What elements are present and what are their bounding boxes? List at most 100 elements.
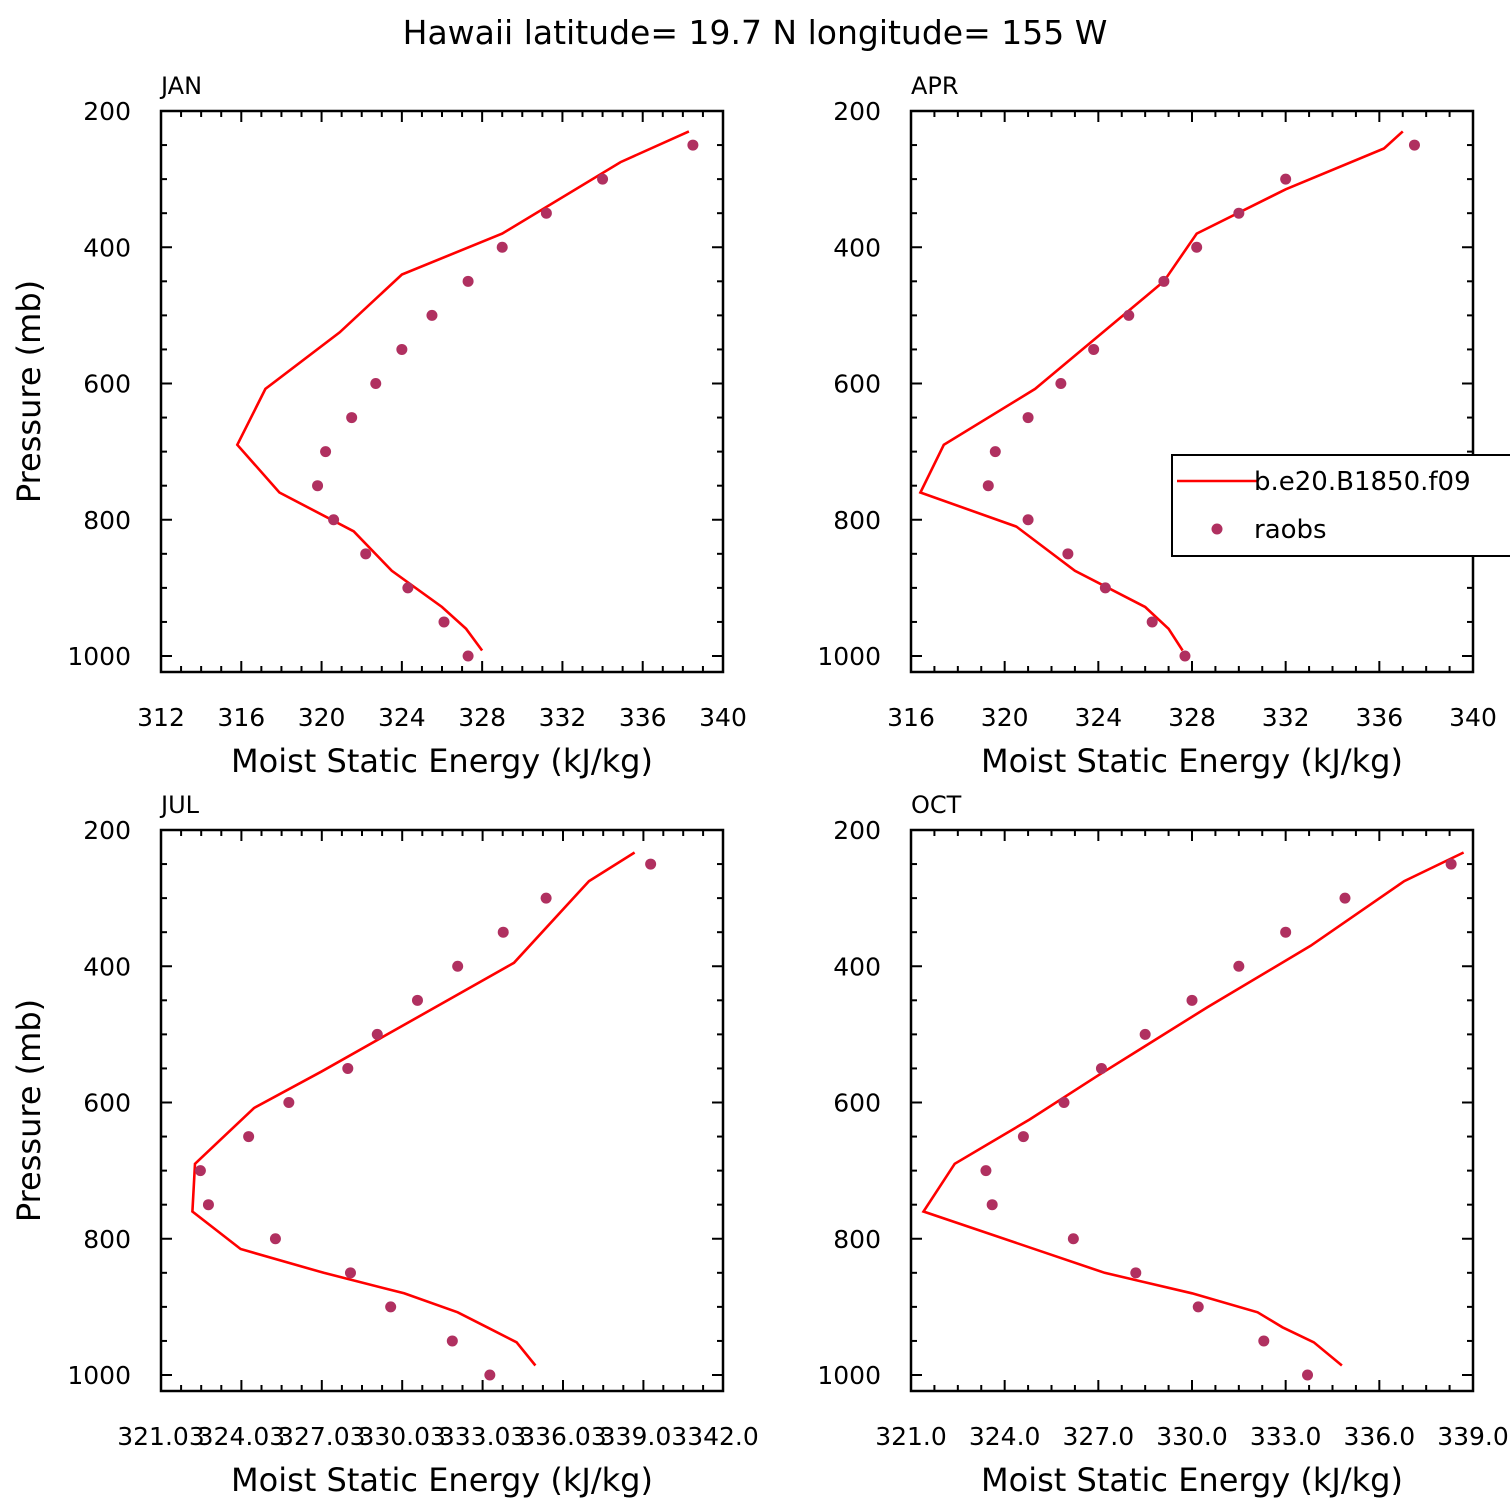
data-point-raobs bbox=[452, 960, 464, 972]
y-tick-label: 200 bbox=[833, 97, 881, 126]
y-tick-label: 1000 bbox=[817, 1361, 881, 1390]
data-point-raobs bbox=[396, 343, 408, 355]
x-tick-label: 333.0 bbox=[1250, 1422, 1322, 1451]
data-point-raobs bbox=[496, 241, 508, 253]
data-point-raobs bbox=[1258, 1335, 1270, 1347]
y-tick-label: 400 bbox=[833, 233, 881, 262]
y-tick-label: 600 bbox=[833, 1089, 881, 1118]
x-tick-label: 324.0 bbox=[969, 1422, 1041, 1451]
x-tick-label: 324 bbox=[378, 703, 426, 732]
data-point-raobs bbox=[1191, 241, 1203, 253]
legend-label-model: b.e20.B1850.f09 bbox=[1254, 467, 1471, 497]
y-tick-label: 1000 bbox=[67, 1361, 131, 1390]
plot-frame bbox=[909, 828, 1475, 1393]
x-tick-label: 330.03 bbox=[358, 1422, 445, 1451]
data-point-raobs bbox=[342, 1062, 354, 1074]
y-tick-label: 800 bbox=[83, 1225, 131, 1254]
x-tick-label: 328 bbox=[458, 703, 506, 732]
chart-panel-apr: 316 320 324 328 332 336 340 200 400 600 800 1000 APR… bbox=[817, 72, 1496, 780]
y-tick-label: 1000 bbox=[817, 642, 881, 671]
data-point-raobs bbox=[1192, 1301, 1204, 1313]
x-tick-label: 330.0 bbox=[1156, 1422, 1228, 1451]
data-point-raobs bbox=[462, 650, 474, 662]
data-point-raobs bbox=[312, 480, 324, 492]
x-tick-label: 316 bbox=[217, 703, 265, 732]
x-tick-label: 327.03 bbox=[278, 1422, 365, 1451]
data-point-raobs bbox=[1130, 1267, 1142, 1279]
data-point-raobs bbox=[194, 1165, 206, 1177]
data-point-raobs bbox=[1062, 548, 1074, 560]
data-point-raobs bbox=[1302, 1369, 1314, 1381]
y-tick-label: 1000 bbox=[67, 642, 131, 671]
series-line-model bbox=[918, 130, 1404, 652]
y-tick-label: 600 bbox=[83, 1089, 131, 1118]
x-tick-label: 321.03 bbox=[117, 1422, 204, 1451]
legend-box bbox=[1171, 454, 1510, 557]
data-point-raobs bbox=[1233, 207, 1245, 219]
x-axis-label: Moist Static Energy (kJ/kg) bbox=[981, 742, 1403, 780]
x-tick-label: 327.0 bbox=[1063, 1422, 1135, 1451]
data-point-raobs bbox=[344, 1267, 356, 1279]
data-point-raobs bbox=[1179, 650, 1191, 662]
y-tick-label: 200 bbox=[83, 816, 131, 845]
y-tick-label: 400 bbox=[833, 952, 881, 981]
data-point-raobs bbox=[1022, 412, 1034, 424]
x-tick-label: 342.0 bbox=[687, 1422, 759, 1451]
series-line-model bbox=[921, 851, 1465, 1367]
data-point-raobs bbox=[1017, 1131, 1029, 1143]
data-point-raobs bbox=[320, 446, 332, 458]
data-point-raobs bbox=[202, 1199, 214, 1211]
data-point-raobs bbox=[980, 1165, 992, 1177]
data-point-raobs bbox=[1186, 994, 1198, 1006]
x-tick-label: 336.0 bbox=[1344, 1422, 1416, 1451]
plot-frame bbox=[909, 109, 1475, 674]
panel-label: JAN bbox=[159, 72, 202, 100]
data-point-raobs bbox=[1280, 173, 1292, 185]
data-point-raobs bbox=[243, 1131, 255, 1143]
data-point-raobs bbox=[1055, 378, 1067, 389]
x-tick-label: 336 bbox=[1355, 703, 1403, 732]
x-tick-label: 324.03 bbox=[198, 1422, 285, 1451]
x-tick-label: 336.03 bbox=[519, 1422, 606, 1451]
y-tick-label: 600 bbox=[83, 370, 131, 399]
data-point-raobs bbox=[540, 207, 552, 219]
data-point-raobs bbox=[989, 446, 1001, 458]
legend-marker-swatch bbox=[1211, 523, 1223, 535]
x-tick-label: 333.03 bbox=[439, 1422, 526, 1451]
x-axis-label: Moist Static Energy (kJ/kg) bbox=[981, 1461, 1403, 1499]
data-point-raobs bbox=[645, 858, 657, 870]
data-point-raobs bbox=[1022, 514, 1034, 526]
x-tick-label: 336 bbox=[619, 703, 667, 732]
data-point-raobs bbox=[402, 582, 414, 594]
panel-label: JUL bbox=[159, 791, 200, 819]
x-tick-label: 316 bbox=[887, 703, 935, 732]
data-point-raobs bbox=[462, 275, 474, 287]
y-tick-label: 400 bbox=[83, 233, 131, 262]
panel-label: OCT bbox=[911, 791, 962, 819]
data-point-raobs bbox=[438, 616, 450, 628]
data-point-raobs bbox=[1146, 616, 1158, 628]
data-point-raobs bbox=[371, 1028, 383, 1040]
data-point-raobs bbox=[1233, 960, 1245, 972]
y-tick-label: 200 bbox=[833, 816, 881, 845]
data-point-raobs bbox=[687, 139, 699, 151]
panel-label: APR bbox=[911, 72, 959, 100]
y-tick-label: 800 bbox=[83, 506, 131, 535]
x-tick-label: 328 bbox=[1168, 703, 1216, 732]
x-axis-label: Moist Static Energy (kJ/kg) bbox=[231, 742, 653, 780]
data-point-raobs bbox=[1099, 582, 1111, 594]
data-point-raobs bbox=[540, 892, 552, 904]
chart-panel-jan: 312 316 320 324 328 332 336 340 200 400 600 800 1000… bbox=[10, 72, 747, 780]
x-tick-label: 320 bbox=[298, 703, 346, 732]
chart-panel-jul: 321.03324.03327.03330.03333.03336.03339.… bbox=[10, 791, 759, 1499]
data-point-raobs bbox=[446, 1335, 458, 1347]
data-point-raobs bbox=[1445, 858, 1457, 870]
x-tick-label: 340 bbox=[1449, 703, 1497, 732]
x-tick-label: 339.03 bbox=[600, 1422, 687, 1451]
data-point-raobs bbox=[360, 548, 372, 560]
y-axis-label: Pressure (mb) bbox=[10, 280, 48, 503]
data-point-raobs bbox=[1408, 139, 1420, 151]
x-tick-label: 324 bbox=[1074, 703, 1122, 732]
legend-label-raobs: raobs bbox=[1254, 515, 1327, 545]
